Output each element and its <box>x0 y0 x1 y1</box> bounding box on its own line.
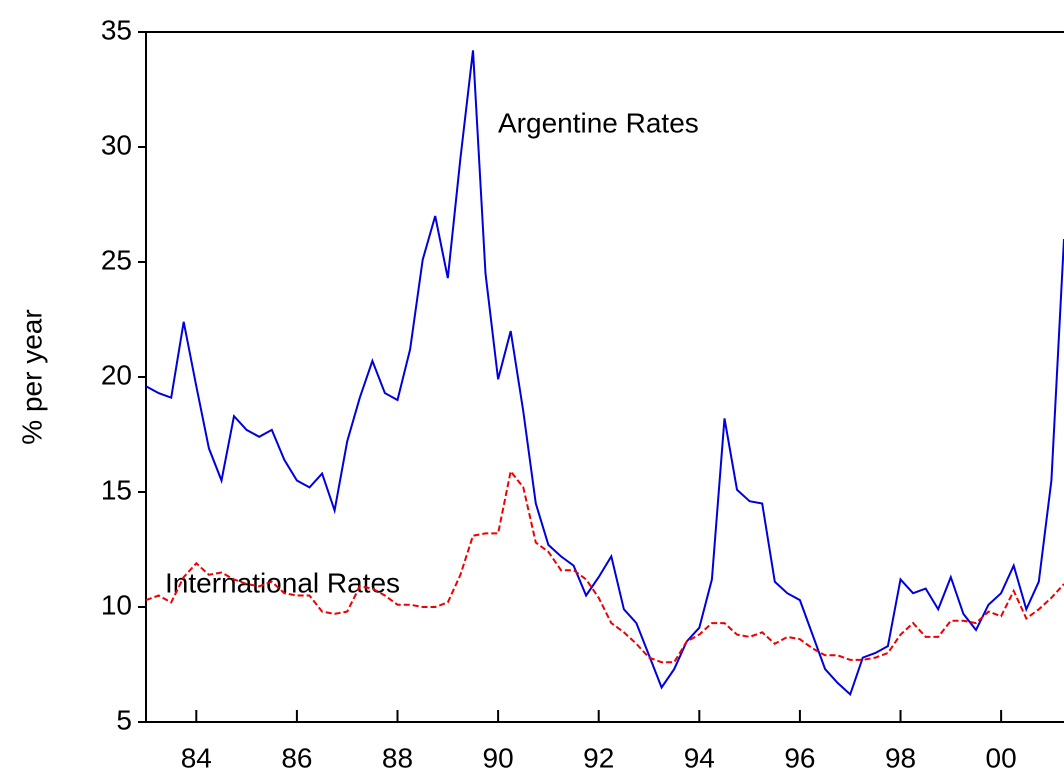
x-tick-label: 98 <box>885 742 916 773</box>
x-tick-label: 90 <box>483 742 514 773</box>
x-tick-label: 96 <box>784 742 815 773</box>
annotation: Argentine Rates <box>498 107 699 138</box>
annotation: International Rates <box>165 567 400 598</box>
y-axis-label: % per year <box>16 309 47 444</box>
y-tick-label: 5 <box>116 704 132 735</box>
x-tick-label: 84 <box>181 742 212 773</box>
x-tick-label: 86 <box>281 742 312 773</box>
x-tick-label: 88 <box>382 742 413 773</box>
x-tick-label: 94 <box>684 742 715 773</box>
series-line <box>145 50 1064 697</box>
y-tick-label: 20 <box>101 359 132 390</box>
series-line <box>145 468 1064 664</box>
y-tick-label: 35 <box>101 14 132 45</box>
y-tick-label: 15 <box>101 474 132 505</box>
x-tick-label: 92 <box>583 742 614 773</box>
y-tick-label: 10 <box>101 589 132 620</box>
y-tick-label: 30 <box>101 129 132 160</box>
y-tick-label: 25 <box>101 244 132 275</box>
x-tick-label: 00 <box>986 742 1017 773</box>
